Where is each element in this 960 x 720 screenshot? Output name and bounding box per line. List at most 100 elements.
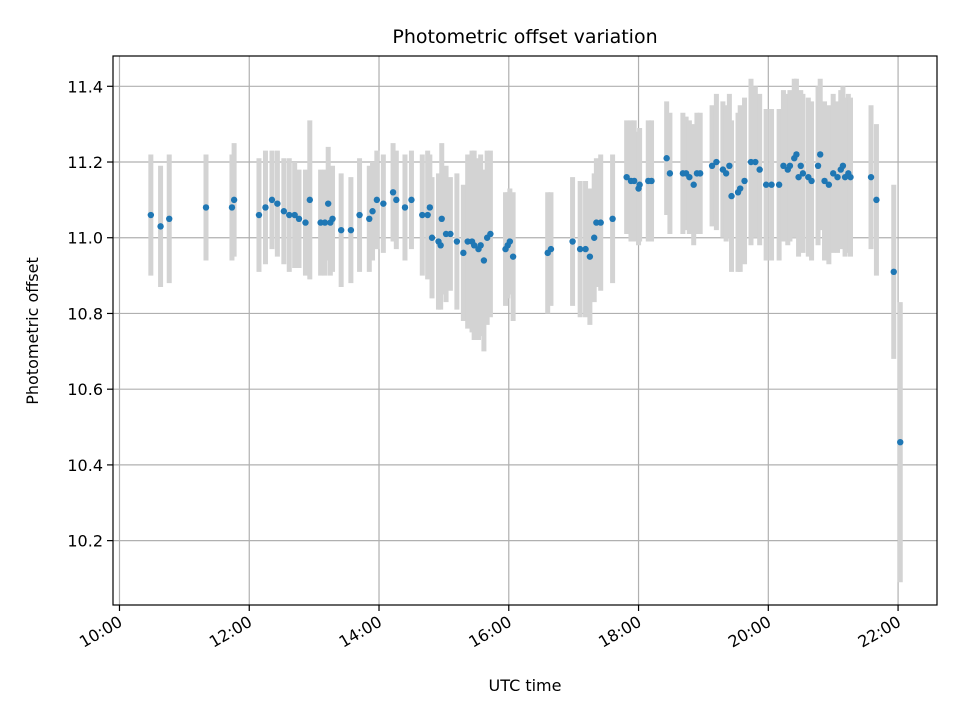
data-point (736, 185, 744, 192)
data-point (648, 177, 655, 185)
y-tick-label: 11.4 (67, 77, 103, 96)
data-point (569, 238, 576, 245)
data-point (825, 181, 833, 188)
data-point (829, 170, 837, 177)
data-point (586, 253, 594, 260)
data-point (793, 151, 800, 158)
data-point (890, 268, 897, 276)
data-point (157, 223, 164, 230)
y-tick-label: 10.4 (67, 456, 103, 475)
data-point (408, 196, 415, 204)
data-point (834, 173, 841, 181)
y-gridlines (113, 85, 937, 542)
data-point (591, 234, 598, 241)
data-point (636, 181, 643, 188)
data-point (799, 170, 807, 177)
data-point (696, 170, 704, 177)
data-point (437, 242, 444, 249)
data-point (808, 177, 815, 185)
data-point (274, 200, 281, 207)
data-point (713, 158, 720, 166)
data-point (366, 215, 373, 223)
data-point (268, 196, 276, 204)
y-tick-label: 10.6 (67, 380, 103, 399)
data-point (426, 204, 434, 211)
data-point (576, 245, 584, 253)
data-point (291, 211, 298, 219)
data-point (839, 162, 847, 169)
data-point (329, 215, 336, 223)
data-point (453, 238, 461, 245)
data-point (401, 204, 409, 211)
data-point (597, 219, 604, 226)
data-point (460, 249, 467, 257)
data-point (752, 158, 759, 166)
data-point (419, 211, 426, 219)
x-axis-label: UTC time (489, 676, 562, 695)
data-point (295, 215, 303, 223)
data-point (147, 211, 155, 219)
data-point (786, 162, 794, 169)
data-point (873, 196, 880, 204)
data-point (741, 177, 748, 185)
y-tick-label: 11.2 (67, 153, 103, 172)
data-point (470, 242, 478, 249)
data-point (324, 200, 332, 207)
data-point (280, 208, 288, 215)
data-point (428, 234, 436, 241)
data-point (509, 253, 517, 260)
data-point (814, 162, 822, 169)
y-axis-label: Photometric offset (23, 257, 42, 405)
data-point (797, 162, 804, 169)
data-point (337, 226, 345, 234)
data-point (302, 219, 309, 226)
data-point (321, 219, 329, 226)
data-point (286, 211, 293, 219)
chart-title: Photometric offset variation (392, 26, 657, 48)
data-point (686, 173, 693, 181)
data-point (690, 181, 697, 188)
data-point (230, 196, 238, 204)
data-point (897, 438, 904, 446)
data-point (821, 177, 828, 185)
y-tick-label: 10.8 (67, 304, 103, 323)
data-point (847, 173, 854, 181)
data-point (393, 196, 400, 204)
data-point (666, 170, 674, 177)
data-point (228, 204, 236, 211)
data-point (726, 162, 733, 169)
data-point (347, 226, 355, 234)
data-point (780, 162, 787, 169)
plot-frame (112, 55, 938, 606)
data-point (663, 155, 670, 162)
data-point (775, 181, 783, 188)
data-point (447, 230, 454, 238)
data-point (477, 242, 484, 249)
data-point (356, 211, 363, 219)
data-point (867, 173, 875, 181)
data-point (631, 177, 638, 185)
data-point (623, 173, 630, 181)
data-point (506, 238, 514, 245)
data-point (262, 204, 269, 211)
y-tick-label: 11.0 (67, 229, 103, 248)
data-point (480, 257, 488, 264)
data-point (547, 245, 555, 253)
data-point (255, 211, 263, 219)
data-point (609, 215, 616, 223)
data-point (756, 166, 763, 173)
data-point (817, 151, 824, 158)
data-point (768, 181, 775, 188)
y-tick-label: 10.2 (67, 532, 103, 551)
data-point (728, 192, 735, 200)
data-point (373, 196, 381, 204)
data-points (147, 151, 904, 446)
data-point (424, 211, 431, 219)
data-point (166, 215, 173, 223)
data-point (487, 230, 494, 238)
data-point (795, 173, 802, 181)
y-axis-ticks: 10.2 10.4 10.6 10.8 11.0 11.2 11.4 (67, 77, 113, 551)
data-point (380, 200, 387, 207)
data-point (708, 162, 716, 169)
